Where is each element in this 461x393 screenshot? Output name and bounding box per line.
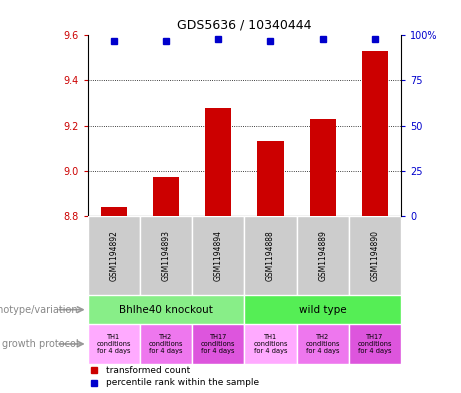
Text: percentile rank within the sample: percentile rank within the sample — [106, 378, 260, 387]
Text: Bhlhe40 knockout: Bhlhe40 knockout — [119, 305, 213, 315]
Text: TH2
conditions
for 4 days: TH2 conditions for 4 days — [306, 334, 340, 354]
Bar — [88, 324, 140, 364]
Bar — [296, 216, 349, 295]
Text: wild type: wild type — [299, 305, 347, 315]
Bar — [310, 119, 336, 216]
Bar — [88, 216, 140, 295]
Bar — [88, 295, 244, 324]
Text: GSM1194888: GSM1194888 — [266, 230, 275, 281]
Bar — [153, 178, 179, 216]
Text: GSM1194890: GSM1194890 — [371, 230, 379, 281]
Text: TH1
conditions
for 4 days: TH1 conditions for 4 days — [253, 334, 288, 354]
Bar — [192, 216, 244, 295]
Text: genotype/variation: genotype/variation — [0, 305, 78, 315]
Bar — [140, 216, 192, 295]
Text: TH17
conditions
for 4 days: TH17 conditions for 4 days — [358, 334, 392, 354]
Bar — [192, 324, 244, 364]
Text: transformed count: transformed count — [106, 365, 191, 375]
Bar — [349, 216, 401, 295]
Text: TH1
conditions
for 4 days: TH1 conditions for 4 days — [96, 334, 131, 354]
Bar — [244, 324, 296, 364]
Text: TH2
conditions
for 4 days: TH2 conditions for 4 days — [149, 334, 183, 354]
Text: GSM1194892: GSM1194892 — [109, 230, 118, 281]
Bar — [349, 324, 401, 364]
Bar — [140, 324, 192, 364]
Text: GSM1194893: GSM1194893 — [161, 230, 171, 281]
Text: growth protocol: growth protocol — [2, 339, 78, 349]
Text: TH17
conditions
for 4 days: TH17 conditions for 4 days — [201, 334, 236, 354]
Bar — [205, 108, 231, 216]
Bar — [244, 216, 296, 295]
Text: GSM1194889: GSM1194889 — [318, 230, 327, 281]
Text: GSM1194894: GSM1194894 — [214, 230, 223, 281]
Text: GDS5636 / 10340444: GDS5636 / 10340444 — [177, 18, 312, 31]
Bar — [296, 324, 349, 364]
Bar — [244, 295, 401, 324]
Bar — [257, 141, 284, 216]
Bar — [362, 51, 388, 216]
Bar — [100, 207, 127, 216]
